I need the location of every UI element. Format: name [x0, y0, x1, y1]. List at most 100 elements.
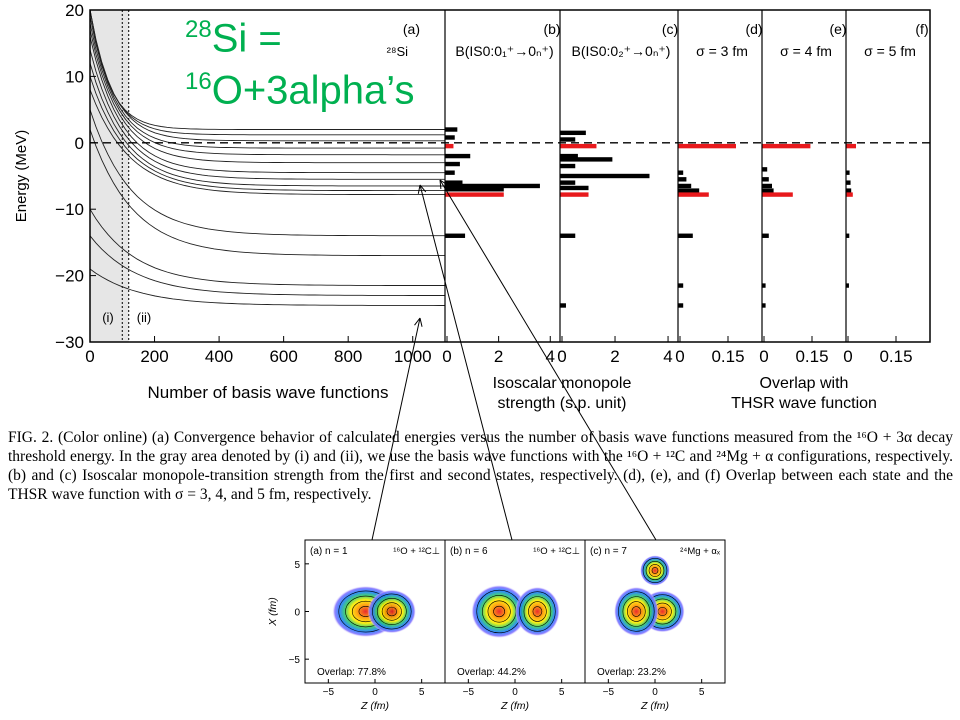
contour-line [645, 561, 665, 580]
panel-a-nucleus: ²⁸Si [387, 44, 408, 59]
panel-title: B(IS0:0₂⁺→0ₙ⁺) [572, 43, 671, 59]
density-panel-label: (c) n = 7 [590, 546, 627, 557]
density-maps: (a) n = 1 ¹⁶O + ¹²C⊥ Overlap: 77.8% −5 0 5 Z (… [267, 539, 726, 712]
z-axis-label: Z (fm) [640, 700, 669, 712]
pointer-line [439, 179, 657, 541]
z-tick-label: 5 [559, 687, 565, 698]
bar-f [846, 188, 852, 193]
bar-c [560, 137, 576, 142]
title-sup-2: 16 [185, 68, 212, 96]
energy-curve [89, 9, 445, 142]
energy-curve [89, 268, 445, 306]
contour-line [631, 606, 642, 617]
bar-e [762, 283, 766, 288]
bar-d [678, 143, 736, 149]
contour-line [532, 606, 543, 617]
energy-curve [89, 29, 445, 164]
isoscalar-label-2: strength (s.p. unit) [498, 395, 627, 412]
bar-f [846, 233, 850, 238]
energy-curve [89, 49, 445, 180]
x-tick-label: 0 [294, 608, 300, 619]
bar-d [678, 233, 693, 238]
density-panel-label: (a) n = 1 [310, 546, 348, 557]
x-tick-label: 0 [557, 347, 566, 366]
slide-title: 28Si = 16O+3alpha’s [185, 8, 414, 113]
panel-a-label: (a) [403, 21, 420, 37]
title-sup-1: 28 [185, 16, 212, 43]
bar-c [560, 157, 613, 162]
contour-line [618, 591, 655, 632]
energy-curve [89, 129, 445, 257]
energy-curve [89, 36, 445, 174]
energy-curve [89, 76, 445, 192]
bar-e [762, 188, 774, 193]
caption-text: (Color online) (a) Convergence behavior … [8, 429, 953, 503]
bar-b [445, 192, 504, 197]
figure-caption: FIG. 2. (Color online) (a) Convergence b… [8, 428, 953, 504]
y-tick-label: 10 [65, 67, 84, 86]
panel-title: B(IS0:0₁⁺→0ₙ⁺) [455, 43, 553, 59]
bar-e [762, 177, 769, 182]
x-tick-label: 600 [269, 347, 297, 366]
z-tick-label: 0 [512, 687, 518, 698]
y-tick-label: 20 [65, 1, 84, 20]
contour-line [642, 558, 668, 584]
z-axis-label: Z (fm) [360, 700, 389, 712]
panel-label: (e) [829, 21, 846, 37]
energy-curve [89, 208, 445, 286]
density-overlap-label: Overlap: 44.2% [457, 667, 526, 678]
y-axis-label: Energy (MeV) [13, 130, 30, 223]
region-ii-label: (ii) [137, 310, 151, 325]
z-tick-label: −5 [603, 687, 615, 698]
bar-e [762, 143, 811, 149]
energy-curve [89, 16, 445, 149]
region-i-label: (i) [102, 310, 114, 325]
contour-line [528, 601, 547, 622]
bar-d [678, 303, 684, 308]
density-blob [367, 589, 417, 634]
y-tick-label: −30 [55, 333, 84, 352]
density-config-label: ²⁴Mg + αₓ [680, 546, 721, 557]
x-tick-label: 4 [546, 347, 555, 366]
contour-line [386, 606, 397, 617]
x-tick-label: −5 [289, 655, 301, 666]
contour-line [622, 596, 651, 627]
bar-b [445, 187, 504, 192]
bar-e [762, 233, 769, 238]
x-axis-label: X (fm) [267, 597, 279, 627]
bar-b [445, 161, 460, 167]
y-tick-label: 0 [75, 134, 84, 153]
x-tick-label: 200 [140, 347, 168, 366]
bar-f [846, 170, 850, 175]
bar-c [560, 143, 597, 149]
x-tick-label: 2 [494, 347, 503, 366]
bar-c [560, 173, 650, 179]
bar-e [762, 192, 793, 197]
pointer-arrowhead [439, 179, 448, 190]
pointer-lines [371, 179, 657, 541]
bar-d [678, 283, 684, 288]
overlap-label-2: THSR wave function [731, 395, 877, 412]
overlap-label-1: Overlap with [760, 375, 849, 392]
pointer-line [419, 184, 513, 541]
bar-c [560, 192, 589, 197]
bar-d [678, 188, 700, 193]
title-line-2: O+3alpha’s [211, 68, 415, 113]
panel-title: σ = 4 fm [780, 43, 832, 59]
density-overlap-label: Overlap: 77.8% [317, 667, 386, 678]
energy-curve [89, 89, 445, 196]
z-tick-label: 5 [699, 687, 705, 698]
z-tick-label: 5 [419, 687, 425, 698]
contour-line [651, 567, 659, 574]
bar-b [445, 127, 458, 132]
density-blob [471, 584, 528, 639]
density-config-label: ¹⁶O + ¹²C⊥ [393, 546, 440, 557]
x-tick-label: 2 [610, 347, 619, 366]
contour-line [648, 564, 662, 577]
bar-d [678, 170, 684, 175]
x-tick-label: 0 [442, 347, 451, 366]
bar-c [560, 303, 566, 308]
x-tick-label: 0 [85, 347, 94, 366]
bar-f [846, 143, 856, 149]
